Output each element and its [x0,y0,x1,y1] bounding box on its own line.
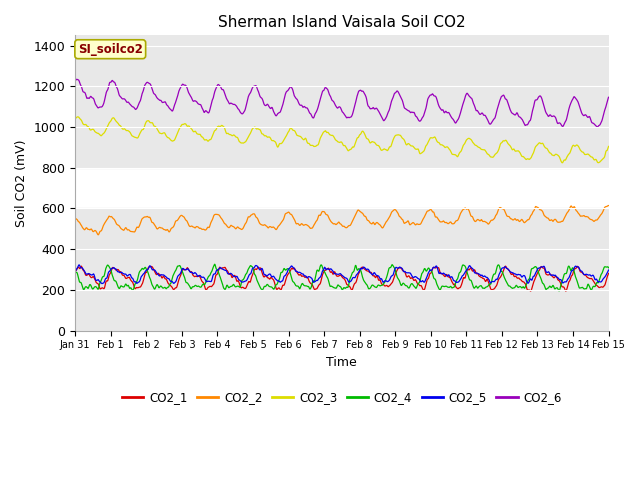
Bar [75,249,609,331]
Y-axis label: Soil CO2 (mV): Soil CO2 (mV) [15,139,28,227]
Bar [75,36,609,168]
Bar [75,208,609,249]
Legend: CO2_1, CO2_2, CO2_3, CO2_4, CO2_5, CO2_6: CO2_1, CO2_2, CO2_3, CO2_4, CO2_5, CO2_6 [117,387,566,409]
X-axis label: Time: Time [326,356,357,369]
Text: SI_soilco2: SI_soilco2 [78,43,143,56]
Title: Sherman Island Vaisala Soil CO2: Sherman Island Vaisala Soil CO2 [218,15,466,30]
